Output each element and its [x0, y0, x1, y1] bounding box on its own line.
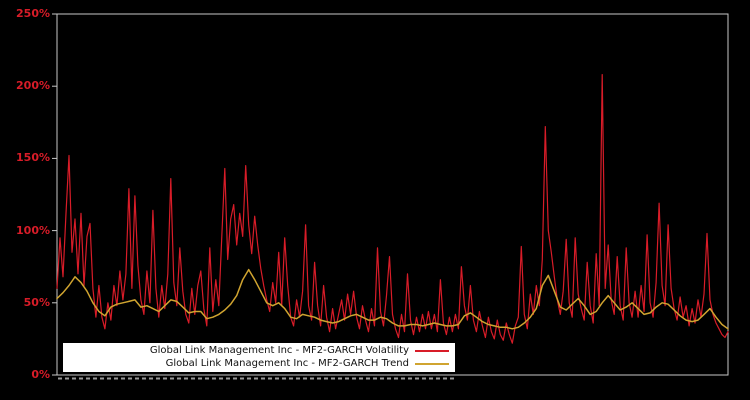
legend-volatility-line-sample [415, 350, 449, 352]
y-axis-tick-marks [52, 13, 57, 376]
plot-frame [56, 13, 729, 376]
legend-box: Global Link Management Inc - MF2-GARCH V… [63, 343, 455, 372]
y-axis-tick-label: 250% [16, 7, 50, 20]
y-axis-tick-label: 50% [23, 295, 50, 309]
legend-trend-line-sample [415, 363, 449, 365]
y-axis-tick-label: 0% [31, 368, 50, 381]
legend-trend-label: Global Link Management Inc - MF2-GARCH T… [165, 358, 409, 369]
y-axis-tick-label: 100% [16, 223, 50, 237]
legend-volatility-label: Global Link Management Inc - MF2-GARCH V… [149, 345, 409, 356]
legend-item-volatility: Global Link Management Inc - MF2-GARCH V… [63, 345, 449, 357]
legend-item-trend: Global Link Management Inc - MF2-GARCH T… [63, 358, 449, 370]
y-axis-tick-label: 150% [16, 151, 50, 165]
y-axis-tick-label: 200% [16, 79, 50, 93]
volatility-series-line [56, 73, 729, 344]
trend-series-line [56, 268, 729, 330]
